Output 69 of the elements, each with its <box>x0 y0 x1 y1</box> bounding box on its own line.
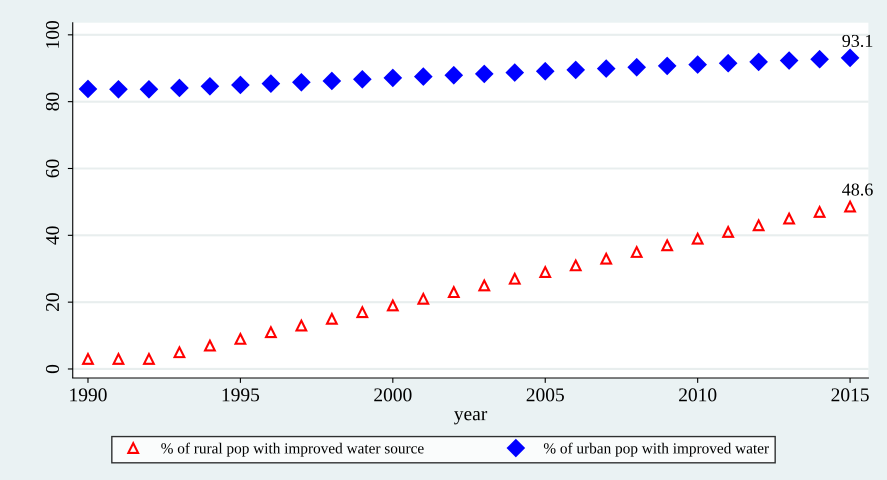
point <box>170 79 188 97</box>
point <box>661 239 674 252</box>
annotation: 93.1 <box>842 34 872 48</box>
point <box>448 286 460 298</box>
point <box>174 346 186 358</box>
y-tick-label: 40 <box>46 226 60 245</box>
point <box>783 212 796 225</box>
y-tick-label: 0 <box>46 364 60 374</box>
point <box>844 200 856 212</box>
point <box>810 50 828 68</box>
point <box>384 69 402 87</box>
point <box>750 52 768 71</box>
point <box>326 312 338 325</box>
y-tick-label: 100 <box>46 20 60 48</box>
point <box>600 252 612 265</box>
point <box>204 340 216 352</box>
y-tick-label: 20 <box>46 293 60 312</box>
x-tick-label: 2005 <box>526 388 564 402</box>
point <box>752 219 765 232</box>
point <box>82 353 94 365</box>
point <box>780 52 798 70</box>
x-tick-label: 2015 <box>831 388 869 402</box>
point <box>658 57 676 75</box>
x-tick-label: 2000 <box>374 388 412 402</box>
point <box>201 77 219 96</box>
legend-label: % of rural pop with improved water source <box>161 442 424 457</box>
point <box>386 300 399 312</box>
x-tick-label: 2010 <box>679 388 716 402</box>
legend-label: % of urban pop with improved water <box>544 442 769 457</box>
point <box>322 72 341 90</box>
point <box>417 292 430 305</box>
point <box>566 61 585 79</box>
point <box>414 68 432 86</box>
annotation: 48.6 <box>842 183 873 196</box>
point <box>688 56 707 74</box>
x-tick-label: 1990 <box>70 388 107 402</box>
point <box>597 60 616 78</box>
point <box>112 353 124 365</box>
point <box>628 58 646 76</box>
x-axis-title: year <box>454 411 488 424</box>
y-tick-label: 60 <box>46 160 60 178</box>
point <box>110 80 128 98</box>
point <box>630 246 643 258</box>
point <box>143 353 155 365</box>
point <box>292 73 310 92</box>
point <box>692 232 704 245</box>
point <box>475 65 494 83</box>
point <box>508 272 521 285</box>
point <box>231 76 250 94</box>
point <box>719 54 738 72</box>
point <box>295 320 308 332</box>
point <box>140 80 158 98</box>
point <box>478 280 490 292</box>
point <box>841 48 859 67</box>
point <box>444 66 463 84</box>
point <box>506 64 524 82</box>
point <box>353 70 372 88</box>
point <box>536 62 554 80</box>
point <box>539 266 552 278</box>
y-tick-label: 80 <box>46 92 60 111</box>
x-tick-label: 1995 <box>222 388 260 402</box>
point <box>262 74 280 93</box>
point <box>234 333 246 345</box>
point <box>356 306 368 318</box>
point <box>570 259 582 272</box>
point <box>814 206 826 218</box>
point <box>722 226 734 238</box>
point <box>79 80 97 98</box>
point <box>264 326 277 338</box>
